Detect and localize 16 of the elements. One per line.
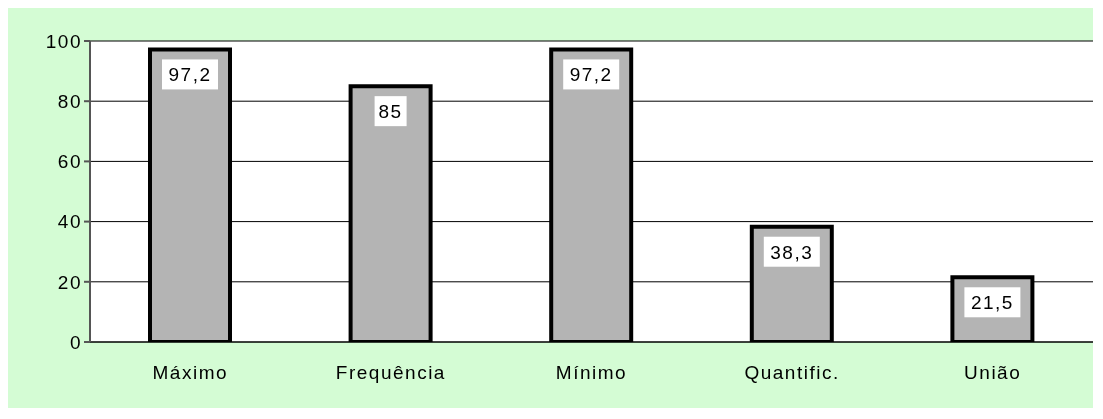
data-label: 97,2: [569, 64, 613, 86]
x-tick-label: União: [964, 362, 1022, 384]
x-tick-label: Frequência: [335, 362, 446, 384]
x-tick-label: Máximo: [152, 362, 229, 384]
x-tick-label: Mínimo: [555, 362, 628, 384]
y-tick-label: 20: [57, 271, 82, 293]
data-label: 21,5: [970, 292, 1014, 314]
x-tick-label: Quantific.: [744, 362, 840, 384]
data-label: 85: [378, 101, 403, 123]
y-tick-label: 80: [57, 90, 82, 112]
y-tick-label: 60: [57, 151, 82, 173]
y-tick-label: 40: [57, 211, 82, 233]
y-tick-label: 0: [69, 331, 82, 353]
data-label: 97,2: [168, 64, 212, 86]
y-tick-label: 100: [45, 30, 82, 52]
data-label: 38,3: [770, 241, 814, 263]
